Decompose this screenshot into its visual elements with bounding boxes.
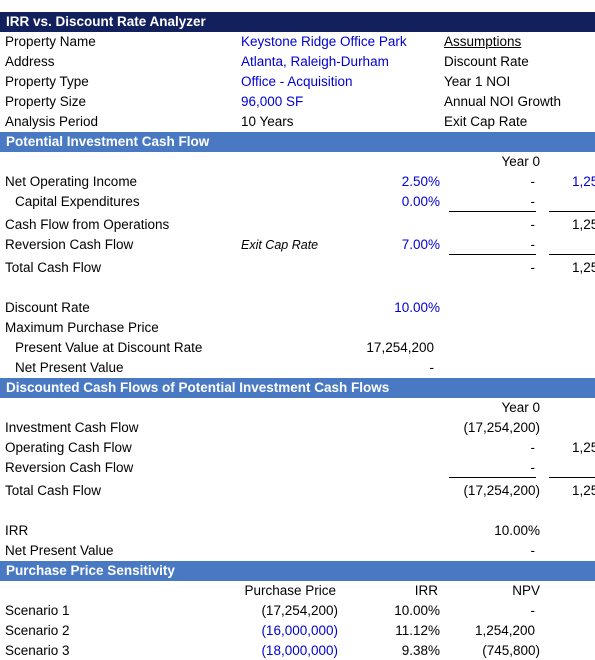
assumption-discount-rate: Discount Rate [444, 54, 529, 69]
discounted-section-bar: Discounted Cash Flows of Potential Inves… [0, 378, 595, 398]
sensitivity-section-bar: Purchase Price Sensitivity [0, 561, 595, 581]
property-size-value[interactable]: 96,000 SF [241, 94, 304, 109]
noi-year0: - [530, 174, 536, 189]
exit-cap-rate-value[interactable]: 7.00% [401, 237, 440, 252]
noi-growth-rate[interactable]: 2.50% [401, 174, 440, 189]
capex-rate[interactable]: 0.00% [401, 194, 440, 209]
analysis-period-label: Analysis Period [5, 114, 99, 129]
npv-value: - [429, 360, 435, 375]
assumptions-header: Assumptions [444, 34, 522, 49]
reversion-underline-year0 [449, 254, 536, 255]
discounted-section-title: Discounted Cash Flows of Potential Inves… [6, 380, 390, 395]
discounted-total-year0: (17,254,200) [463, 483, 540, 498]
operating-cf-year0: - [530, 440, 536, 455]
scenario-2-irr: 11.12% [395, 623, 440, 638]
cfo-year1: 1,25 [572, 217, 595, 232]
discounted-total-label: Total Cash Flow [5, 483, 102, 498]
pv-label: Present Value at Discount Rate [15, 340, 203, 355]
noi-label: Net Operating Income [5, 174, 138, 189]
total-cash-flow-label: Total Cash Flow [5, 260, 102, 275]
property-name-label: Property Name [5, 34, 96, 49]
potential-section-title: Potential Investment Cash Flow [6, 134, 210, 149]
scenario-1-irr: 10.00% [394, 603, 440, 618]
discounted-reversion-label: Reversion Cash Flow [5, 460, 134, 475]
max-purchase-price-label: Maximum Purchase Price [5, 320, 159, 335]
capex-underline-year1 [549, 211, 595, 212]
scenario-3-irr: 9.38% [401, 643, 440, 658]
address-label: Address [5, 54, 55, 69]
discounted-npv-label: Net Present Value [5, 543, 114, 558]
reversion-label: Reversion Cash Flow [5, 237, 134, 252]
assumption-exit-cap-rate: Exit Cap Rate [444, 114, 528, 129]
scenario-2-price[interactable]: (16,000,000) [261, 623, 338, 638]
discounted-year0-header: Year 0 [501, 400, 540, 415]
scenario-2-label: Scenario 2 [5, 623, 70, 638]
cfo-year0: - [530, 217, 536, 232]
total-cash-flow-year1: 1,25 [572, 260, 595, 275]
investment-cf-year0: (17,254,200) [463, 420, 540, 435]
property-name-value[interactable]: Keystone Ridge Office Park [241, 34, 407, 49]
discount-rate-value[interactable]: 10.00% [394, 300, 440, 315]
discounted-reversion-year0: - [530, 460, 536, 475]
sensitivity-section-title: Purchase Price Sensitivity [6, 563, 175, 578]
discounted-reversion-underline-year1 [549, 477, 595, 478]
address-value[interactable]: Atlanta, Raleigh-Durham [241, 54, 389, 69]
discount-rate-label: Discount Rate [5, 300, 90, 315]
reversion-year0: - [530, 237, 536, 252]
cfo-label: Cash Flow from Operations [5, 217, 170, 232]
scenario-1-npv: - [530, 603, 536, 618]
capex-label: Capital Expenditures [15, 194, 140, 209]
capex-underline-year0 [449, 211, 536, 212]
assumption-year1-noi: Year 1 NOI [444, 74, 511, 89]
discounted-total-year1: 1,25 [572, 483, 595, 498]
scenario-3-npv: (745,800) [482, 643, 540, 658]
property-size-label: Property Size [5, 94, 87, 109]
reversion-underline-year1 [549, 254, 595, 255]
property-type-label: Property Type [5, 74, 89, 89]
scenario-2-npv: 1,254,200 [474, 623, 535, 638]
property-type-value[interactable]: Office - Acquisition [241, 74, 353, 89]
discounted-npv-value: - [530, 543, 536, 558]
irr-value: 10.00% [494, 523, 540, 538]
capex-year0: - [530, 194, 536, 209]
investment-cf-label: Investment Cash Flow [5, 420, 139, 435]
sensitivity-npv-header: NPV [512, 583, 540, 598]
title-bar: IRR vs. Discount Rate Analyzer [0, 12, 595, 32]
noi-year1: 1,25 [572, 174, 595, 189]
potential-year0-header: Year 0 [501, 154, 540, 169]
discounted-reversion-underline-year0 [449, 477, 536, 478]
operating-cf-year1: 1,25 [572, 440, 595, 455]
scenario-1-label: Scenario 1 [5, 603, 70, 618]
page-title: IRR vs. Discount Rate Analyzer [6, 14, 206, 29]
total-cash-flow-year0: - [530, 260, 536, 275]
irr-label: IRR [5, 523, 29, 538]
analysis-period-value: 10 Years [241, 114, 294, 129]
sensitivity-price-header: Purchase Price [244, 583, 336, 598]
potential-section-bar: Potential Investment Cash Flow [0, 132, 595, 152]
scenario-1-price: (17,254,200) [261, 603, 338, 618]
pv-value: 17,254,200 [366, 340, 434, 355]
scenario-3-label: Scenario 3 [5, 643, 70, 658]
assumption-noi-growth: Annual NOI Growth [444, 94, 562, 109]
scenario-3-price[interactable]: (18,000,000) [261, 643, 338, 658]
exit-cap-rate-note: Exit Cap Rate [241, 238, 319, 252]
operating-cf-label: Operating Cash Flow [5, 440, 132, 455]
sensitivity-irr-header: IRR [414, 583, 438, 598]
npv-label: Net Present Value [15, 360, 124, 375]
